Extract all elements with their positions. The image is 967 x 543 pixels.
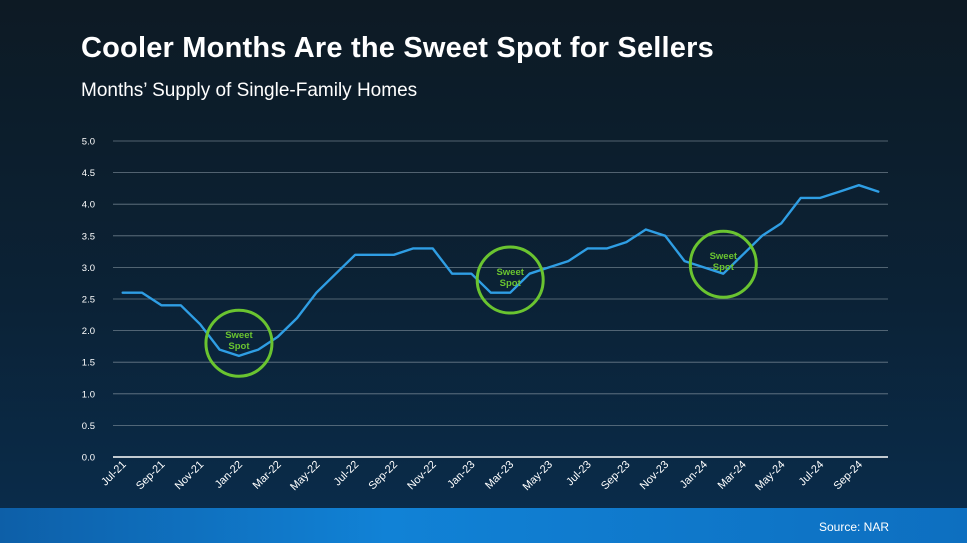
sweet-spot-label: Sweet [225,330,253,341]
gridlines [113,140,888,458]
y-tick-label: 0.0 [82,453,95,464]
y-tick-label: 2.0 [82,326,95,337]
x-tick-label: Mar-22 [251,459,284,492]
series-group [121,183,880,358]
y-tick-label: 4.0 [82,200,95,211]
x-tick-label: Mar-23 [483,459,516,492]
x-tick-label: Jan-24 [678,459,710,491]
y-axis-ticks: 0.0 0.5 1.0 1.5 2.0 2.5 3.0 3.5 4.0 4.5 5.0 [82,137,95,464]
sweet-spot-label: Spot [713,262,735,273]
y-tick-label: 3.5 [82,231,95,242]
x-tick-label: Nov-21 [173,459,207,493]
sweet-spot-circle [475,245,545,315]
source-label: Source: NAR [818,520,889,534]
x-tick-label: Jul-23 [564,459,594,489]
chart-subtitle: Months’ Supply of Single-Family Homes [81,80,418,101]
sweet-spot-label: Spot [228,341,250,352]
y-tick-label: 1.5 [82,358,95,369]
x-tick-label: Jan-22 [213,459,245,491]
sweet-spot-circle [688,229,758,299]
footer-bar: Source: NAR [0,508,967,543]
x-tick-label: Mar-24 [716,459,749,492]
x-tick-label: Sep-21 [134,459,168,493]
x-tick-label: Nov-22 [405,459,439,493]
sweet-spot-label: Sweet [710,251,738,262]
sweet-spot-circle [204,308,274,378]
y-tick-label: 3.0 [82,263,95,274]
series-line [121,183,880,358]
x-tick-label: Jul-22 [332,459,362,489]
x-tick-label: Jul-24 [797,459,827,489]
x-tick-label: Nov-23 [638,459,672,493]
sweet-spot-label: Sweet [496,267,524,278]
x-tick-label: May-23 [521,459,555,493]
y-tick-label: 4.5 [82,168,95,179]
x-tick-label: Jan-23 [445,459,477,491]
sweet-spot-label: Spot [500,278,522,289]
y-tick-label: 5.0 [82,137,95,148]
x-tick-label: May-22 [288,459,322,493]
x-tick-label: May-24 [753,459,787,493]
x-tick-label: Sep-23 [599,459,633,493]
x-tick-label: Sep-22 [366,459,400,493]
x-axis-ticks: Jul-21 Sep-21 Nov-21 Jan-22 Mar-22 May-22 Jul-… [99,459,865,493]
y-tick-label: 1.0 [82,389,95,400]
x-tick-label: Sep-24 [831,459,865,493]
chart-title: Cooler Months Are the Sweet Spot for Sel… [81,32,714,64]
x-tick-label: Jul-21 [99,459,129,489]
y-tick-label: 2.5 [82,295,95,306]
y-tick-label: 0.5 [82,421,95,432]
